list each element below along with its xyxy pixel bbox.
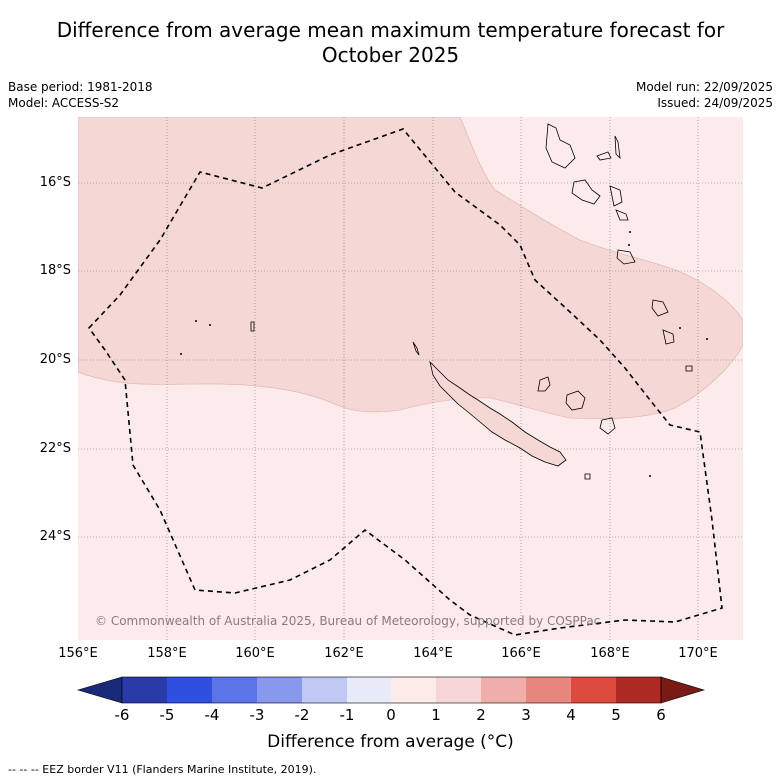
new-caledonia-island [429, 360, 567, 467]
islet-7 [628, 244, 630, 246]
pentecost-island [609, 185, 623, 207]
colorbar-label: 2 [476, 706, 486, 724]
colorbar-segment-8 [436, 677, 481, 703]
malekula-island [571, 179, 601, 205]
colorbar-label: 1 [431, 706, 441, 724]
title-line-2: October 2025 [321, 43, 460, 67]
tanna-island [651, 299, 669, 317]
colorbar-extend-high [660, 676, 706, 704]
lat-tick-22s: 22°S [39, 441, 71, 456]
colorbar-segment-9 [481, 677, 526, 703]
lon-tick-166e: 166°E [501, 646, 541, 661]
lon-tick-168e: 168°E [590, 646, 630, 661]
colorbar-label: -3 [249, 706, 265, 724]
islet-4 [649, 475, 651, 477]
chesterfield-islets [250, 321, 255, 332]
title-line-1: Difference from average mean maximum tem… [56, 18, 725, 42]
colorbar-segment-3 [212, 677, 257, 703]
colorbar-label: -5 [159, 706, 175, 724]
graticule [78, 117, 743, 640]
erromango-island [616, 249, 636, 265]
copyright-notice: © Commonwealth of Australia 2025, Bureau… [95, 614, 601, 628]
colorbar-label: -2 [294, 706, 310, 724]
base-period: Base period: 1981-2018 [8, 80, 153, 94]
colorbar-label: 0 [386, 706, 396, 724]
colorbar-segment-10 [526, 677, 571, 703]
map-title: Difference from average mean maximum tem… [0, 18, 781, 68]
islet-6 [706, 338, 708, 340]
efate-island [615, 209, 629, 221]
meta-left: Base period: 1981-2018 Model: ACCESS-S2 [8, 79, 153, 111]
mare-island [599, 417, 616, 435]
lat-tick-16s: 16°S [39, 175, 71, 190]
colorbar-label: 4 [566, 706, 576, 724]
lifou-island [565, 390, 586, 411]
islet-1 [195, 320, 197, 322]
colorbar-segment-5 [302, 677, 347, 703]
belep-islands [412, 341, 420, 356]
aneityum-island [662, 329, 675, 345]
colorbar-segment-7 [391, 677, 436, 703]
colorbar-segment-4 [257, 677, 302, 703]
ambae-island [596, 151, 612, 161]
colorbar-segment-11 [571, 677, 616, 703]
lat-tick-18s: 18°S [39, 263, 71, 278]
islet-8 [629, 231, 631, 233]
colorbar-segment-1 [122, 677, 167, 703]
colorbar-label: 3 [521, 706, 531, 724]
eez-footnote: -- -- -- EEZ border V11 (Flanders Marine… [8, 763, 317, 776]
colorbar-label: 6 [656, 706, 666, 724]
colorbar-label: -4 [204, 706, 220, 724]
colorbar-title: Difference from average (°C) [267, 732, 514, 752]
lon-tick-162e: 162°E [324, 646, 364, 661]
ouvea-island [537, 376, 551, 392]
maewo-island [614, 135, 621, 160]
model-run: Model run: 22/09/2025 [635, 80, 773, 94]
espiritu-santo-island [545, 123, 576, 169]
islet-5 [679, 327, 681, 329]
lat-tick-20s: 20°S [39, 352, 71, 367]
colorbar-outline [121, 676, 662, 704]
colorbar-segment-2 [167, 677, 212, 703]
lon-tick-170e: 170°E [678, 646, 718, 661]
map-area [78, 117, 743, 640]
anomaly-region-1-2 [78, 117, 743, 419]
eez-border [87, 128, 723, 636]
islet-2 [209, 324, 211, 326]
model-name: Model: ACCESS-S2 [8, 96, 120, 110]
lon-tick-160e: 160°E [235, 646, 275, 661]
colorbar-label: -6 [114, 706, 130, 724]
colorbar [76, 676, 706, 704]
islet-3 [180, 353, 182, 355]
lon-tick-164e: 164°E [413, 646, 453, 661]
colorbar-segment-6 [347, 677, 391, 703]
lon-tick-156e: 156°E [58, 646, 98, 661]
colorbar-label: 5 [611, 706, 621, 724]
walpole-island [584, 473, 591, 480]
lat-tick-24s: 24°S [39, 529, 71, 544]
colorbar-extend-low [76, 676, 123, 704]
colorbar-segment-12 [616, 677, 661, 703]
lon-tick-158e: 158°E [147, 646, 187, 661]
hunter-island [685, 365, 693, 372]
meta-right: Model run: 22/09/2025 Issued: 24/09/2025 [636, 79, 773, 111]
issued-date: Issued: 24/09/2025 [657, 96, 773, 110]
colorbar-label: -1 [339, 706, 355, 724]
